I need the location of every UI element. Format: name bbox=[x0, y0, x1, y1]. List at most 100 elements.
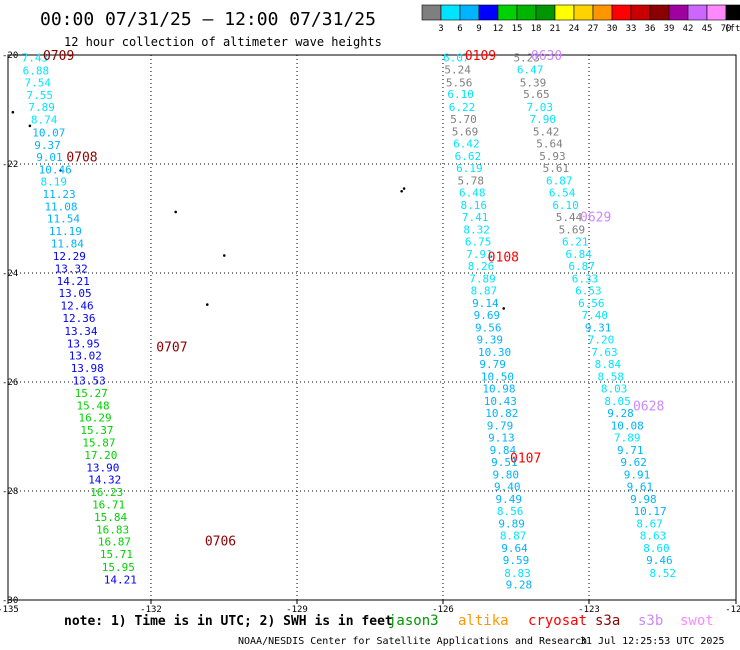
island-marker bbox=[28, 124, 32, 128]
wave-height-value: 9.62 bbox=[620, 456, 647, 469]
pass-time-label: 0707 bbox=[156, 341, 187, 356]
satellite-s3a: s3a bbox=[595, 613, 620, 629]
wave-height-value: 16.87 bbox=[98, 536, 131, 549]
wave-height-value: 14.32 bbox=[88, 474, 121, 487]
wave-height-value: 15.48 bbox=[77, 399, 110, 412]
y-tick-label: -26 bbox=[2, 378, 18, 388]
wave-height-value: 14.21 bbox=[104, 573, 137, 586]
wave-height-value: 9.28 bbox=[506, 579, 533, 592]
island-marker bbox=[174, 210, 177, 214]
legend-swatch bbox=[516, 4, 537, 21]
wave-height-value: 10.30 bbox=[478, 346, 511, 359]
wave-height-value: 8.05 bbox=[604, 395, 631, 408]
legend-swatch bbox=[440, 4, 461, 21]
legend-label: 45 bbox=[702, 24, 713, 34]
wave-height-value: 8.32 bbox=[463, 223, 490, 236]
wave-height-value: 13.32 bbox=[55, 263, 88, 276]
pass-time-label: 0109 bbox=[465, 49, 496, 64]
wave-height-value: 7.40 bbox=[581, 309, 608, 322]
wave-height-value: 8.52 bbox=[650, 567, 677, 580]
wave-height-value: 9.79 bbox=[487, 420, 513, 433]
legend-label: 70 bbox=[721, 24, 732, 34]
pass-time-label: 0630 bbox=[531, 49, 562, 64]
legend-label: 18 bbox=[531, 24, 542, 34]
wave-height-value: 11.84 bbox=[51, 238, 84, 251]
wave-height-value: 8.16 bbox=[460, 199, 487, 212]
satellite-jason3: jason3 bbox=[388, 613, 439, 629]
wave-height-value: 13.90 bbox=[86, 462, 119, 475]
satellite-swot: swot bbox=[680, 613, 714, 629]
wave-height-value: 6.62 bbox=[455, 150, 482, 163]
legend-swatch bbox=[573, 4, 594, 21]
pass-time-label: 0708 bbox=[66, 150, 97, 165]
wave-height-value: 16.71 bbox=[92, 499, 125, 512]
island-marker bbox=[402, 187, 406, 190]
pass-time-label: 0709 bbox=[43, 49, 74, 64]
plot-frame bbox=[7, 54, 737, 601]
wave-height-value: 7.03 bbox=[527, 101, 554, 114]
wave-height-value: 8.03 bbox=[601, 383, 628, 396]
wave-height-value: 8.58 bbox=[598, 371, 625, 384]
pass-time-label: 0629 bbox=[580, 210, 611, 225]
track-s3a: 7.436.887.547.557.898.7410.079.379.0110.… bbox=[22, 49, 237, 586]
wave-height-value: 9.61 bbox=[627, 481, 654, 494]
wave-height-value: 9.31 bbox=[585, 322, 612, 335]
wave-height-value: 6.84 bbox=[565, 248, 592, 261]
wave-height-value: 5.56 bbox=[446, 76, 473, 89]
wave-height-value: 17.20 bbox=[84, 449, 117, 462]
wave-height-value: 9.51 bbox=[491, 456, 517, 469]
y-tick-label: -24 bbox=[2, 269, 18, 279]
wave-height-value: 7.89 bbox=[469, 272, 496, 285]
legend-label: 30 bbox=[607, 24, 618, 34]
wave-height-value: 6.56 bbox=[578, 297, 605, 310]
pass-time-label: 0628 bbox=[633, 400, 664, 415]
chart-subtitle: 12 hour collection of altimeter wave hei… bbox=[64, 35, 382, 49]
x-tick-label: -124 bbox=[725, 605, 740, 615]
wave-height-value: 10.17 bbox=[633, 505, 666, 518]
legend-label: 21 bbox=[550, 24, 561, 34]
wave-height-value: 6.42 bbox=[453, 137, 480, 150]
wave-height-value: 9.14 bbox=[472, 297, 499, 310]
wave-height-value: 6.88 bbox=[23, 64, 50, 77]
wave-height-value: 16.23 bbox=[90, 486, 123, 499]
wave-height-value: 5.69 bbox=[452, 125, 479, 138]
wave-height-value: 16.29 bbox=[78, 411, 111, 424]
wave-height-value: 8.83 bbox=[504, 567, 531, 580]
legend-label: 12 bbox=[493, 24, 504, 34]
wave-height-value: 5.70 bbox=[450, 113, 477, 126]
wave-height-value: 15.27 bbox=[75, 387, 108, 400]
legend-label: 33 bbox=[626, 24, 637, 34]
wave-height-value: 8.63 bbox=[640, 530, 667, 543]
legend-swatch bbox=[687, 4, 708, 21]
wave-height-value: 8.56 bbox=[497, 505, 524, 518]
wave-height-value: 7.91 bbox=[466, 248, 493, 261]
satellite-s3b: s3b bbox=[638, 613, 663, 629]
wave-height-value: 9.84 bbox=[490, 444, 517, 457]
wave-height-value: 5.78 bbox=[458, 174, 485, 187]
y-tick-label: -20 bbox=[2, 51, 18, 61]
wave-height-value: 5.65 bbox=[523, 88, 550, 101]
wave-height-value: 9.40 bbox=[494, 481, 521, 494]
wave-height-value: 13.02 bbox=[69, 349, 102, 362]
wave-height-value: 9.46 bbox=[646, 554, 673, 567]
wave-height-value: 5.23 bbox=[513, 52, 540, 65]
legend-swatch bbox=[649, 4, 670, 21]
wave-height-value: 7.55 bbox=[26, 89, 53, 102]
wave-height-value: 7.54 bbox=[25, 76, 52, 89]
chart-title: 00:00 07/31/25 – 12:00 07/31/25 bbox=[40, 9, 376, 30]
wave-height-value: 10.08 bbox=[611, 420, 644, 433]
wave-height-value: 8.60 bbox=[643, 542, 670, 555]
wave-height-value: 5.61 bbox=[543, 162, 570, 175]
wave-height-value: 16.83 bbox=[96, 524, 129, 537]
wave-height-value: 9.64 bbox=[501, 542, 528, 555]
legend-swatch bbox=[497, 4, 518, 21]
legend-swatch bbox=[478, 4, 499, 21]
wave-height-value: 13.05 bbox=[59, 287, 92, 300]
wave-height-value: 10.46 bbox=[39, 163, 72, 176]
legend-label: 6 bbox=[457, 24, 462, 34]
island-marker bbox=[400, 189, 403, 193]
wave-height-value: 15.84 bbox=[94, 511, 127, 524]
wave-height-value: 6.75 bbox=[465, 235, 492, 248]
y-tick-label: -30 bbox=[2, 596, 18, 606]
